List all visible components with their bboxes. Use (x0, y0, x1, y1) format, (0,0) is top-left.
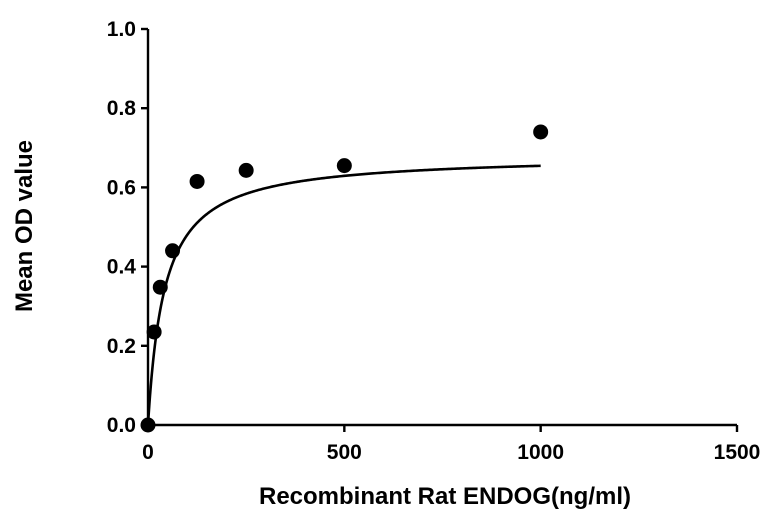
data-point (336, 158, 352, 174)
y-tick-label: 0.4 (107, 256, 137, 279)
x-tick-label: 0 (142, 441, 154, 464)
y-tick-label: 0.0 (107, 414, 136, 437)
data-point (146, 324, 162, 340)
data-point (165, 243, 181, 259)
data-point (189, 173, 205, 189)
x-tick-label: 1500 (714, 441, 761, 464)
y-axis-title: Mean OD value (11, 140, 38, 312)
y-tick-label: 0.8 (107, 97, 137, 120)
data-point (238, 162, 254, 178)
axes-layer (146, 29, 737, 427)
x-ticks: 0 500 1000 1500 (142, 425, 760, 464)
y-tick-label: 0.2 (107, 335, 136, 358)
x-tick-label: 500 (327, 441, 362, 464)
y-tick-label: 1.0 (107, 18, 136, 41)
data-point (533, 124, 549, 140)
data-points-layer (140, 124, 549, 433)
x-tick-label: 1000 (517, 441, 564, 464)
x-axis-title: Recombinant Rat ENDOG(ng/ml) (259, 483, 631, 510)
fit-curve-layer (146, 164, 541, 426)
data-point (152, 279, 168, 295)
y-ticks: 0.0 0.2 0.4 0.6 0.8 1.0 (107, 18, 148, 437)
y-tick-label: 0.6 (107, 176, 136, 199)
fit-curve (146, 164, 541, 426)
